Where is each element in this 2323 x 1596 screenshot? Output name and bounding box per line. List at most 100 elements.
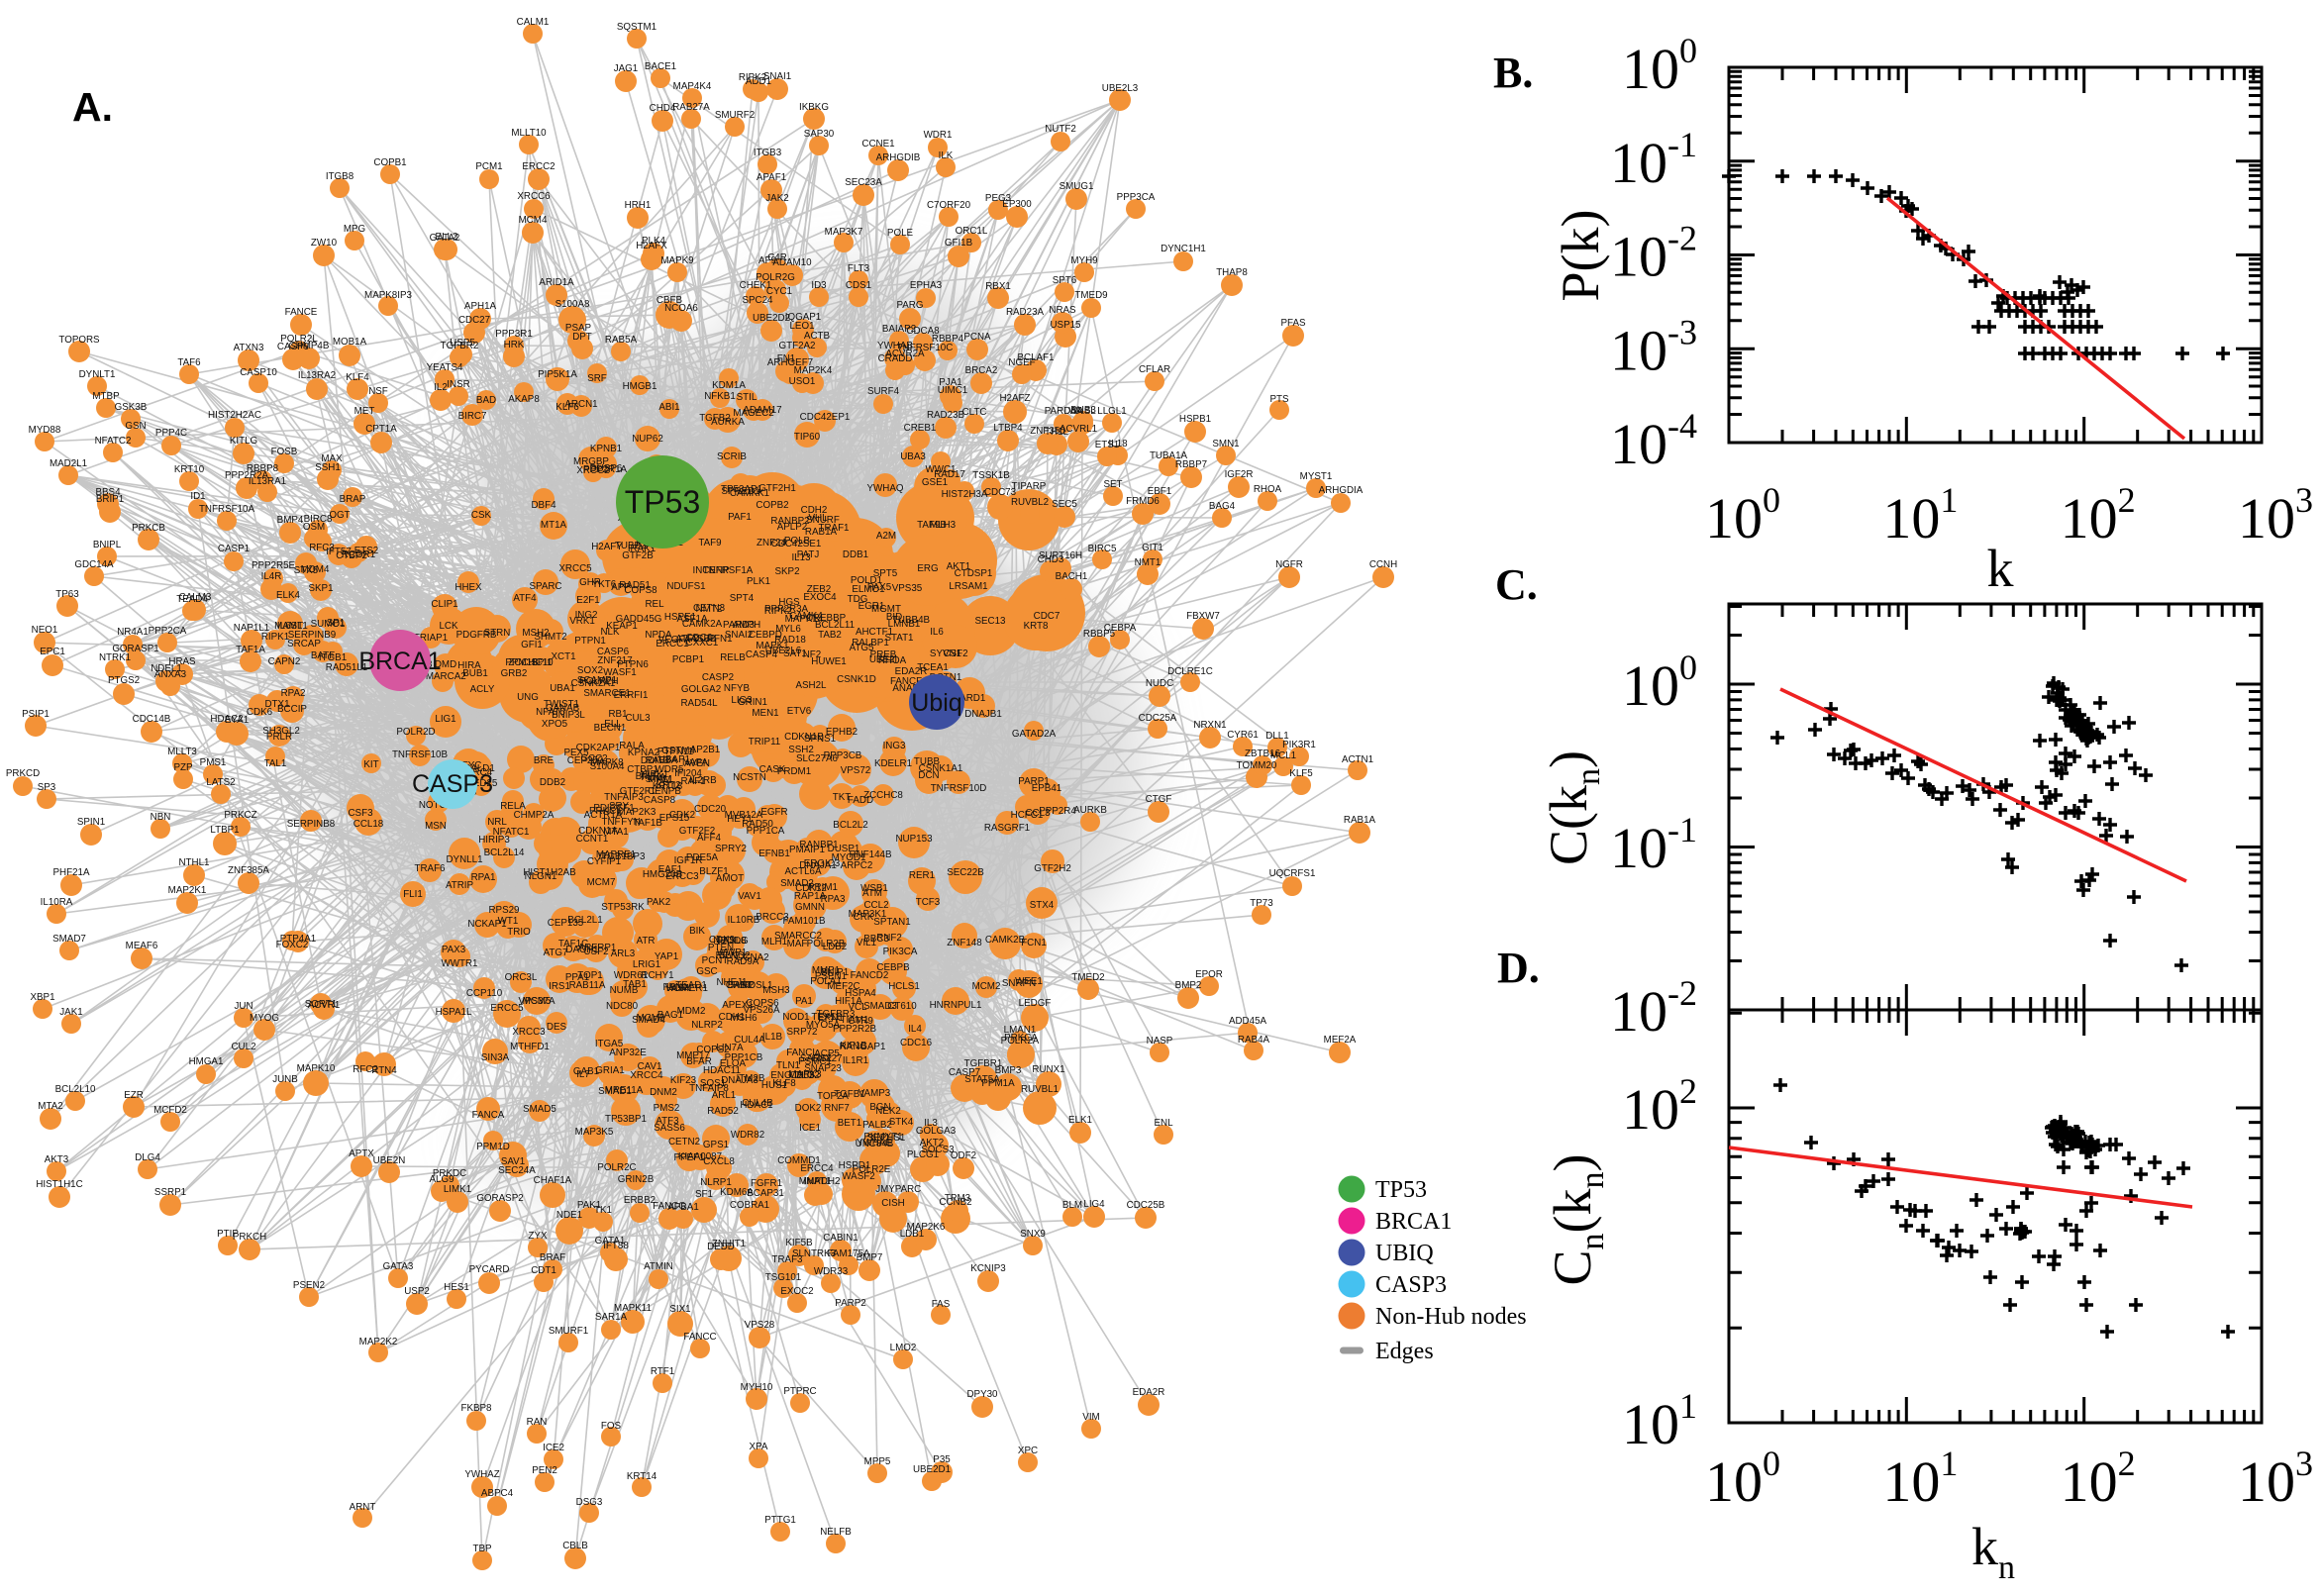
- svg-text:MAPK9: MAPK9: [660, 255, 693, 266]
- svg-text:ADAM17: ADAM17: [743, 405, 781, 416]
- svg-text:PPP1CB: PPP1CB: [725, 1052, 763, 1063]
- svg-text:NFATC1: NFATC1: [493, 827, 530, 838]
- svg-text:NCSTN: NCSTN: [733, 772, 766, 783]
- svg-text:RELB: RELB: [720, 652, 746, 663]
- svg-text:IQGAP1: IQGAP1: [785, 312, 821, 323]
- svg-text:TRAF6: TRAF6: [414, 863, 446, 874]
- svg-text:STP53RK: STP53RK: [601, 902, 645, 913]
- svg-text:TDG: TDG: [848, 594, 868, 605]
- svg-text:PDE5A: PDE5A: [686, 852, 719, 863]
- svg-text:SAP30: SAP30: [804, 129, 835, 140]
- svg-text:BAD: BAD: [476, 395, 496, 406]
- svg-text:BNIP1: BNIP1: [821, 967, 849, 978]
- svg-text:CDKN1B: CDKN1B: [784, 732, 824, 743]
- svg-text:KDELR1: KDELR1: [874, 758, 912, 769]
- svg-text:STRN: STRN: [484, 628, 511, 639]
- svg-text:ZCCHC10: ZCCHC10: [508, 657, 554, 668]
- svg-text:ERCC3: ERCC3: [665, 871, 699, 882]
- svg-text:CISH: CISH: [881, 1198, 904, 1209]
- svg-text:PPP2CA: PPP2CA: [149, 626, 187, 637]
- svg-text:ARID1A: ARID1A: [539, 277, 574, 288]
- svg-text:CETN2: CETN2: [668, 1137, 700, 1147]
- svg-text:HIF1A: HIF1A: [835, 996, 862, 1007]
- svg-text:RAB11A: RAB11A: [569, 980, 606, 991]
- svg-text:SURF4: SURF4: [867, 386, 900, 397]
- svg-text:PARG: PARG: [896, 300, 923, 311]
- svg-text:CDK9: CDK9: [709, 935, 735, 946]
- svg-text:CDC42SE1: CDC42SE1: [771, 539, 822, 549]
- svg-text:KIT: KIT: [363, 759, 378, 770]
- svg-text:ERG: ERG: [917, 563, 938, 574]
- svg-text:GTF2H1: GTF2H1: [758, 483, 796, 494]
- svg-text:DLG2: DLG2: [794, 1070, 820, 1081]
- svg-text:IL1R1: IL1R1: [843, 1055, 868, 1066]
- svg-text:COPB2: COPB2: [756, 500, 788, 511]
- svg-text:STX4: STX4: [1030, 900, 1055, 911]
- svg-text:RASGRF1: RASGRF1: [984, 823, 1030, 834]
- svg-text:CASP4: CASP4: [746, 649, 778, 660]
- svg-text:POLR2D: POLR2D: [396, 727, 435, 738]
- svg-text:XPO5: XPO5: [542, 719, 568, 730]
- svg-text:RER1: RER1: [909, 870, 935, 881]
- svg-text:HDAC1: HDAC1: [740, 1100, 772, 1111]
- svg-text:SMARCE1: SMARCE1: [583, 688, 630, 699]
- svg-text:LIG4: LIG4: [1083, 1199, 1105, 1210]
- svg-text:ATF2: ATF2: [675, 634, 698, 645]
- svg-text:RPA1: RPA1: [471, 872, 496, 883]
- svg-text:EFNB1: EFNB1: [758, 848, 790, 859]
- svg-text:MET: MET: [354, 406, 375, 417]
- svg-text:SKP1: SKP1: [308, 583, 333, 594]
- svg-text:NDE1: NDE1: [556, 1210, 582, 1221]
- svg-text:PPP2R3A: PPP2R3A: [764, 604, 809, 615]
- svg-text:BMP4: BMP4: [277, 515, 304, 526]
- svg-text:PAK2: PAK2: [647, 897, 670, 908]
- svg-text:PTPN1: PTPN1: [574, 636, 606, 647]
- svg-text:APAF1: APAF1: [757, 172, 786, 183]
- svg-text:MGMT: MGMT: [871, 604, 901, 615]
- svg-text:PARC: PARC: [895, 1184, 922, 1195]
- svg-text:TRIO: TRIO: [507, 927, 531, 938]
- svg-text:TRIP11: TRIP11: [749, 737, 781, 748]
- svg-text:PPP4C: PPP4C: [155, 428, 187, 439]
- svg-text:PARD6A: PARD6A: [1045, 406, 1083, 417]
- svg-text:GSC: GSC: [696, 966, 717, 977]
- svg-text:SCRIB: SCRIB: [717, 451, 747, 462]
- svg-text:KLF4: KLF4: [346, 372, 369, 383]
- svg-text:TPM3: TPM3: [945, 1193, 971, 1204]
- svg-text:NAPA: NAPA: [682, 757, 708, 768]
- svg-text:TAF6: TAF6: [177, 357, 201, 368]
- svg-text:ATG5: ATG5: [850, 643, 874, 653]
- svg-text:SF1: SF1: [695, 1189, 713, 1200]
- svg-text:RAD18: RAD18: [774, 635, 806, 646]
- svg-text:FOSB: FOSB: [271, 447, 298, 457]
- svg-text:ICE1: ICE1: [799, 1123, 821, 1134]
- svg-text:MAP2K2: MAP2K2: [359, 1337, 398, 1347]
- svg-text:GADD45G: GADD45G: [616, 614, 662, 625]
- svg-text:ATF3: ATF3: [656, 1116, 679, 1127]
- svg-text:ITGA5: ITGA5: [595, 1039, 624, 1049]
- svg-text:INSR: INSR: [447, 379, 469, 390]
- svg-text:MCM7: MCM7: [587, 877, 616, 888]
- svg-text:PLK1: PLK1: [747, 576, 770, 587]
- svg-text:LRSAM1: LRSAM1: [949, 581, 987, 592]
- svg-text:SIX1: SIX1: [669, 1304, 690, 1315]
- svg-text:BIRC7: BIRC7: [458, 411, 487, 422]
- svg-text:BRAP: BRAP: [340, 494, 366, 505]
- svg-text:RNF2: RNF2: [876, 933, 902, 944]
- svg-text:CDC16: CDC16: [900, 1038, 933, 1048]
- svg-text:PIK3CA: PIK3CA: [883, 947, 918, 957]
- svg-text:USO1: USO1: [789, 376, 816, 387]
- svg-text:FANCD2: FANCD2: [851, 970, 889, 981]
- svg-text:TSG101: TSG101: [765, 1272, 802, 1283]
- svg-text:POLE: POLE: [887, 228, 914, 239]
- svg-text:LTBP1: LTBP1: [210, 825, 239, 836]
- svg-text:SKP2: SKP2: [774, 566, 799, 577]
- svg-text:NLGN1: NLGN1: [525, 871, 557, 882]
- svg-text:AP2B1: AP2B1: [690, 745, 721, 755]
- svg-text:PRKCB: PRKCB: [132, 523, 165, 534]
- svg-text:MLLT3: MLLT3: [167, 747, 197, 757]
- svg-text:MYL6: MYL6: [775, 624, 801, 635]
- svg-text:ASF1A: ASF1A: [676, 614, 708, 625]
- svg-text:TAL1: TAL1: [264, 758, 287, 769]
- svg-text:HCLS1: HCLS1: [888, 981, 920, 992]
